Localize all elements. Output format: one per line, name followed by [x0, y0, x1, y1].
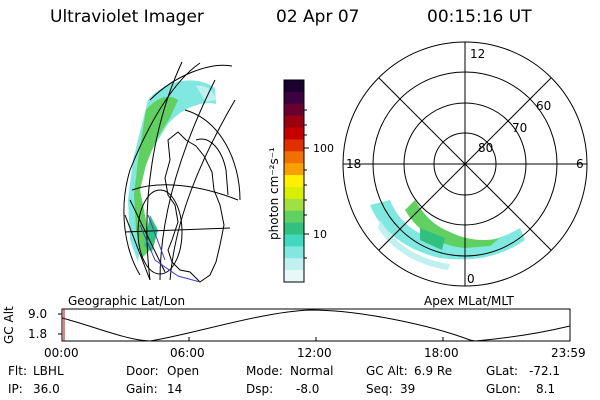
limb-arc-outer [123, 62, 201, 276]
altitude-axis-label: GC Alt [2, 306, 16, 344]
grid-lon-1 [146, 61, 183, 281]
gcalt-value: 6.9 Re [414, 364, 453, 378]
polar-hour-12: 12 [470, 47, 485, 61]
glat-value: -72.1 [529, 364, 561, 378]
time-tick-2359: 23:59 [551, 346, 586, 360]
aurora-geo-top [196, 85, 216, 102]
mode-label: Mode: [246, 364, 283, 378]
colorbar-segment [284, 139, 304, 152]
grid-lon-3 [169, 99, 236, 281]
time-tick-1200: 12:00 [297, 346, 332, 360]
grid-lon-2 [159, 79, 216, 281]
colorbar-segment [284, 222, 304, 235]
colorbar-segment [284, 270, 304, 283]
colorbar-segment [284, 91, 304, 105]
colorbar-segment [284, 234, 304, 247]
polar-line-diag2 [378, 77, 552, 251]
grid-lon-4 [129, 199, 166, 273]
altitude-curve [61, 309, 571, 342]
altitude-plot-frame [61, 308, 571, 342]
ip-label: IP: [8, 382, 23, 396]
orbit-track [139, 224, 201, 283]
polar-lat-80: 80 [478, 141, 493, 155]
door-value: Open [167, 364, 200, 378]
gain-value: 14 [167, 382, 183, 396]
altitude-tick-high: 9.0 [28, 307, 48, 321]
glon-value: 8.1 [536, 382, 556, 396]
glon-label: GLon: [486, 382, 521, 396]
gain-label: Gain: [126, 382, 158, 396]
aurora-polar-green2 [420, 228, 445, 250]
colorbar-segment [284, 127, 304, 140]
colorbar-segment [284, 186, 304, 200]
seq-value: 39 [400, 382, 416, 396]
mode-value: Normal [290, 364, 334, 378]
colorbar-frame [283, 79, 305, 283]
colorbar-segment [284, 163, 304, 176]
colorbar-segment [284, 103, 304, 117]
filter-label: Flt: [8, 364, 27, 378]
altitude-plot [58, 308, 571, 342]
geographic-panel-label: Geographic Lat/Lon [68, 294, 186, 308]
polar-lat-60: 60 [536, 99, 551, 113]
seq-label: Seq: [366, 382, 393, 396]
altitude-tick-low: 1.8 [28, 327, 48, 341]
colorbar-tick-label-10: 10 [313, 228, 327, 241]
limb-arc-right [184, 109, 241, 201]
coastline [164, 131, 225, 283]
dsp-value: -8.0 [296, 382, 320, 396]
polar-hour-18: 18 [346, 157, 361, 171]
time-tick-1800: 18:00 [424, 346, 459, 360]
filter-value: LBHL [33, 364, 64, 378]
aurora-polar-cyan [370, 200, 525, 260]
ip-value: 36.0 [33, 382, 60, 396]
polar-lat-70: 70 [512, 121, 527, 135]
limb-arc-top [149, 64, 233, 101]
grid-lat-2 [131, 184, 239, 201]
glat-label: GLat: [486, 364, 519, 378]
colorbar-segment [284, 115, 304, 129]
grid-lon-5 [124, 214, 151, 281]
aurora-polar-green [405, 200, 500, 248]
dsp-label: Dsp: [246, 382, 274, 396]
colorbar-segment [284, 258, 304, 271]
polar-panel-label: Apex MLat/MLT [424, 294, 514, 308]
coastline-2 [195, 138, 229, 196]
colorbar-segment [284, 151, 304, 164]
date-label: 02 Apr 07 [276, 7, 360, 27]
polar-hour-6: 6 [576, 157, 584, 171]
colorbar-unit-label: photon cm⁻²s⁻¹ [267, 147, 281, 240]
colorbar-segment [284, 80, 304, 93]
time-tick-0600: 06:00 [170, 346, 205, 360]
polar-hour-0: 0 [467, 272, 475, 286]
geographic-map [123, 61, 241, 283]
door-label: Door: [126, 364, 159, 378]
orbit-track-2 [147, 214, 166, 261]
colorbar-tick-label-100: 100 [313, 142, 334, 155]
instrument-title: Ultraviolet Imager [50, 7, 204, 27]
colorbar-segment [284, 246, 304, 259]
colorbar-segment [284, 210, 304, 224]
grid-lat-circle [137, 189, 183, 275]
colorbar-segment [284, 198, 304, 212]
gcalt-label: GC Alt: [366, 364, 408, 378]
time-tick-0000: 00:00 [44, 346, 79, 360]
colorbar-segment [284, 175, 304, 188]
time-label: 00:15:16 UT [427, 7, 532, 27]
colorbar [284, 80, 304, 283]
polar-plot: 12 18 6 0 60 70 80 [342, 41, 588, 287]
aurora-polar-light [378, 220, 450, 270]
